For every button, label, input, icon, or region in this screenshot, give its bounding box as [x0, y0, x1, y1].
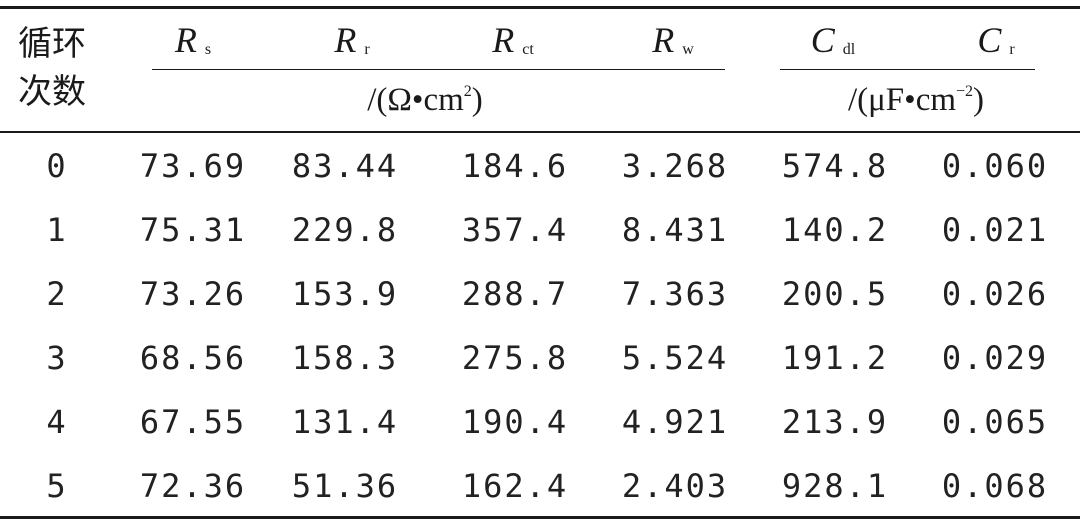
cell-cdl: 140.2 — [781, 211, 889, 249]
cell-cr: 0.029 — [941, 339, 1049, 377]
cell-cr: 0.026 — [941, 275, 1049, 313]
header-rct-subscript: ct — [522, 41, 534, 58]
cell-cdl: 574.8 — [781, 147, 889, 185]
header-rs-symbol: R — [174, 20, 197, 60]
cell-rw: 4.921 — [621, 403, 729, 441]
cell-cycle: 2 — [46, 275, 68, 313]
cell-cycle: 5 — [46, 467, 68, 505]
cell-rct: 190.4 — [461, 403, 569, 441]
header-rule — [0, 131, 1080, 133]
cell-cycle: 1 — [46, 211, 68, 249]
cell-rs: 73.26 — [139, 275, 247, 313]
cell-rr: 153.9 — [291, 275, 399, 313]
resistance-unit: /(Ω•cm2) — [367, 84, 483, 117]
header-cdl-symbol: C — [810, 20, 835, 60]
cell-cr: 0.060 — [941, 147, 1049, 185]
cell-rct: 184.6 — [461, 147, 569, 185]
cell-cycle: 0 — [46, 147, 68, 185]
cell-rw: 3.268 — [621, 147, 729, 185]
header-cr-subscript: r — [1009, 41, 1015, 58]
bottom-rule — [0, 516, 1080, 519]
capacitance-unit-main: /(μF•cm — [847, 82, 957, 118]
header-rw-symbol: R — [652, 20, 675, 60]
cell-cdl: 200.5 — [781, 275, 889, 313]
capacitance-group-rule — [780, 69, 1035, 70]
cell-rct: 275.8 — [461, 339, 569, 377]
header-rr-subscript: r — [364, 41, 370, 58]
header-cycle-line2: 次数 — [18, 72, 86, 112]
cell-rr: 131.4 — [291, 403, 399, 441]
cell-rw: 5.524 — [621, 339, 729, 377]
header-rr-symbol: R — [334, 20, 357, 60]
cell-rs: 72.36 — [139, 467, 247, 505]
header-cr-symbol: C — [977, 20, 1002, 60]
cell-cycle: 4 — [46, 403, 68, 441]
cell-rr: 51.36 — [291, 467, 399, 505]
top-rule — [0, 6, 1080, 9]
cell-cdl: 191.2 — [781, 339, 889, 377]
cell-cr: 0.021 — [941, 211, 1049, 249]
resistance-group-rule — [152, 69, 725, 70]
resistance-unit-close: ) — [471, 82, 483, 118]
resistance-unit-main: /(Ω•cm — [367, 82, 464, 118]
cell-rs: 75.31 — [139, 211, 247, 249]
cell-cdl: 928.1 — [781, 467, 889, 505]
cell-rr: 158.3 — [291, 339, 399, 377]
cell-rw: 8.431 — [621, 211, 729, 249]
resistance-unit-exponent: 2 — [463, 83, 472, 100]
header-rw-subscript: w — [682, 41, 694, 58]
cell-rct: 162.4 — [461, 467, 569, 505]
cell-rct: 357.4 — [461, 211, 569, 249]
cell-cdl: 213.9 — [781, 403, 889, 441]
capacitance-unit-close: ) — [973, 82, 985, 118]
cell-rw: 2.403 — [621, 467, 729, 505]
header-cdl-subscript: dl — [842, 41, 856, 58]
capacitance-unit-exponent: −2 — [956, 83, 974, 100]
header-cycle-line1: 循环 — [18, 24, 86, 64]
header-rct-symbol: R — [492, 20, 515, 60]
cell-rs: 68.56 — [139, 339, 247, 377]
cell-rr: 83.44 — [291, 147, 399, 185]
header-rs-subscript: s — [204, 41, 212, 58]
cell-cycle: 3 — [46, 339, 68, 377]
cell-rr: 229.8 — [291, 211, 399, 249]
cell-rs: 67.55 — [139, 403, 247, 441]
cell-cr: 0.068 — [941, 467, 1049, 505]
cell-rct: 288.7 — [461, 275, 569, 313]
cell-cr: 0.065 — [941, 403, 1049, 441]
capacitance-unit: /(μF•cm−2) — [848, 84, 984, 117]
cell-rs: 73.69 — [139, 147, 247, 185]
cell-rw: 7.363 — [621, 275, 729, 313]
